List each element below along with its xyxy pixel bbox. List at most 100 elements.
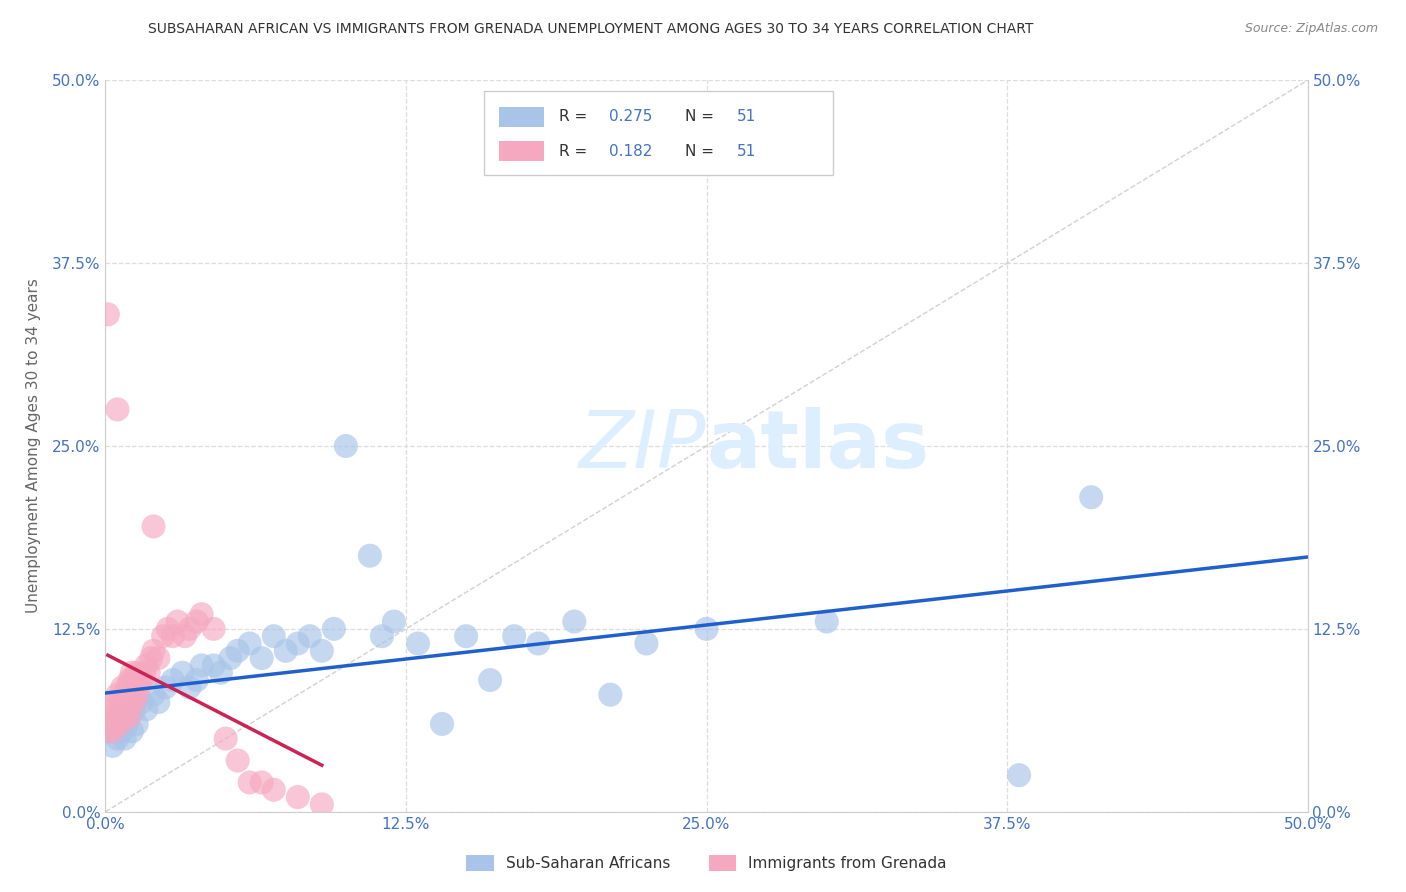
Point (98, 709, 121, 723)
Text: N =: N = (685, 110, 718, 124)
Point (115, 717, 138, 731)
Point (179, 622, 201, 636)
Point (250, 651, 273, 665)
Point (186, 615, 208, 629)
Point (107, 731, 129, 746)
Point (179, 681, 201, 695)
Point (124, 702, 146, 716)
Bar (499, 141, 544, 161)
Point (322, 622, 344, 636)
Point (311, 797, 333, 812)
Point (97, 307, 120, 321)
Point (190, 658, 212, 673)
Point (125, 688, 148, 702)
Point (155, 681, 177, 695)
Point (131, 673, 153, 687)
Text: 0.275: 0.275 (609, 110, 652, 124)
Point (636, 636, 658, 650)
Point (121, 665, 143, 680)
Point (115, 681, 138, 695)
Point (114, 731, 136, 746)
Point (139, 651, 162, 665)
Point (104, 695, 127, 709)
Point (172, 665, 194, 680)
Point (104, 717, 127, 731)
Point (98, 724, 121, 739)
Point (287, 636, 309, 650)
Point (562, 615, 585, 629)
Point (142, 519, 165, 533)
Point (311, 644, 333, 658)
Point (108, 717, 131, 731)
Point (128, 681, 150, 695)
Point (250, 775, 273, 789)
Point (287, 790, 309, 805)
Point (121, 724, 143, 739)
Point (111, 724, 134, 739)
Point (190, 607, 212, 622)
Point (186, 673, 208, 687)
Point (101, 702, 124, 716)
Text: 0.182: 0.182 (609, 144, 652, 159)
Point (156, 622, 179, 636)
Point (173, 629, 195, 643)
Point (107, 688, 129, 702)
Point (263, 629, 285, 643)
Point (214, 731, 236, 746)
Point (148, 695, 170, 709)
Point (108, 709, 131, 723)
Point (454, 629, 477, 643)
Point (111, 702, 134, 716)
Point (125, 665, 148, 680)
Point (142, 688, 165, 702)
Point (108, 695, 131, 709)
Bar (484, 91, 832, 176)
Point (335, 439, 357, 453)
Text: R =: R = (558, 110, 592, 124)
Point (226, 644, 249, 658)
Point (118, 695, 141, 709)
Point (107, 709, 129, 723)
Point (226, 754, 249, 768)
Text: SUBSAHARAN AFRICAN VS IMMIGRANTS FROM GRENADA UNEMPLOYMENT AMONG AGES 30 TO 34 Y: SUBSAHARAN AFRICAN VS IMMIGRANTS FROM GR… (148, 22, 1033, 37)
Point (138, 665, 160, 680)
Point (162, 673, 184, 687)
Text: R =: R = (558, 144, 592, 159)
Point (124, 673, 146, 687)
Point (107, 402, 129, 417)
Point (135, 702, 157, 716)
Point (118, 709, 141, 723)
Point (114, 709, 136, 723)
Point (118, 673, 141, 687)
Point (124, 695, 146, 709)
Point (115, 702, 138, 716)
Text: 51: 51 (737, 110, 756, 124)
Point (98, 717, 121, 731)
Point (125, 717, 148, 731)
Point (599, 688, 621, 702)
Bar (499, 107, 544, 127)
Point (219, 651, 242, 665)
Point (101, 739, 124, 753)
Point (142, 644, 165, 658)
Text: atlas: atlas (707, 407, 929, 485)
Point (121, 688, 143, 702)
Text: ZIP: ZIP (579, 407, 707, 485)
Point (1008, 768, 1031, 782)
Legend: Sub-Saharan Africans, Immigrants from Grenada: Sub-Saharan Africans, Immigrants from Gr… (460, 849, 953, 877)
Point (202, 658, 225, 673)
Point (202, 622, 225, 636)
Point (503, 629, 526, 643)
Point (101, 724, 124, 739)
Point (371, 629, 394, 643)
Point (97, 724, 120, 739)
Point (118, 709, 141, 723)
Text: N =: N = (685, 144, 718, 159)
Point (104, 717, 127, 731)
Point (152, 629, 174, 643)
Point (239, 636, 262, 650)
Point (382, 615, 405, 629)
Point (209, 665, 232, 680)
Point (108, 709, 131, 723)
Point (148, 651, 170, 665)
